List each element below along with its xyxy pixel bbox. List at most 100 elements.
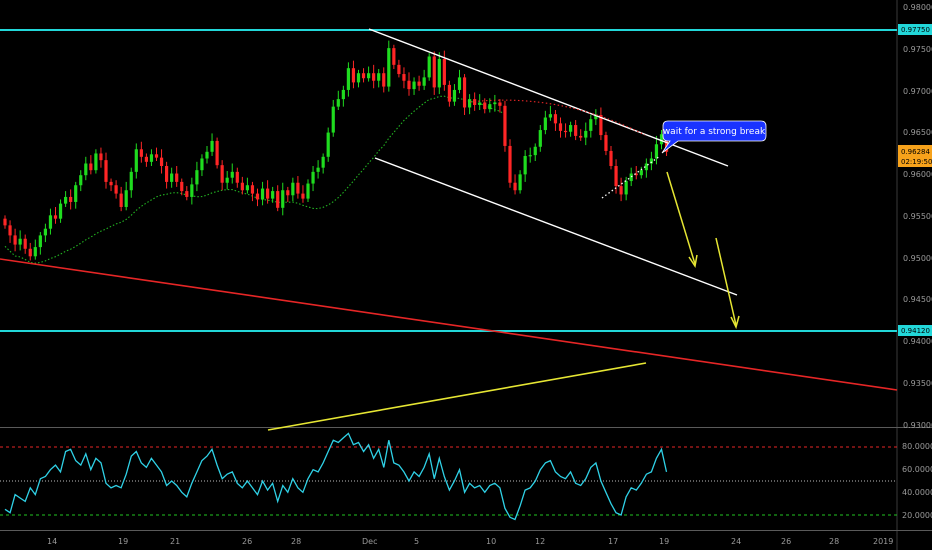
date-label: 26	[242, 537, 252, 546]
candle-body	[563, 130, 568, 133]
candle-body	[609, 150, 613, 167]
candle-body	[23, 238, 27, 249]
rounding-top-curve	[469, 99, 646, 136]
date-label: 12	[535, 537, 545, 546]
candle-body	[139, 149, 143, 157]
candle-body	[382, 73, 386, 87]
channel-lower-line[interactable]	[374, 157, 738, 296]
date-label: 21	[170, 537, 180, 546]
annotation-text: wait for a strong break	[663, 127, 766, 137]
candle-body	[457, 77, 462, 90]
price-tag-text: 0.96284	[901, 148, 930, 156]
date-label: 28	[291, 537, 301, 546]
date-label: 17	[608, 537, 618, 546]
candle-body	[89, 163, 93, 171]
candle-body	[417, 81, 421, 86]
candle-body	[276, 191, 280, 208]
candle-body	[94, 153, 98, 171]
date-label: 14	[47, 537, 57, 546]
countdown-text: 02:19:50	[901, 158, 932, 166]
candle-body	[79, 175, 83, 186]
candle-body	[478, 102, 482, 105]
candle-body	[99, 153, 103, 161]
candle-body	[483, 102, 487, 110]
candle-body	[190, 184, 194, 197]
candle-body	[180, 181, 184, 192]
candle-body	[548, 114, 552, 118]
candle-body	[200, 158, 204, 171]
candle-body	[447, 84, 451, 102]
candle-body	[185, 191, 189, 197]
annotation-callout[interactable]: wait for a strong break	[661, 120, 767, 154]
candle-body	[316, 167, 320, 172]
candle-body	[508, 145, 512, 183]
projection-arrow-2[interactable]	[715, 237, 740, 330]
candle-body	[341, 89, 345, 100]
candle-body	[336, 99, 340, 107]
candle-body	[175, 173, 179, 182]
price-tag-text: 0.97750	[901, 26, 930, 34]
price-tag-current: 0.96284 02:19:50	[898, 145, 932, 167]
candle-body	[64, 196, 68, 204]
candle-body	[558, 123, 563, 131]
candle-body	[599, 115, 603, 136]
candle-body	[452, 89, 457, 102]
rsi-tick: 60.0000	[902, 465, 932, 474]
candle-body	[311, 171, 315, 184]
candle-body	[250, 185, 255, 194]
candle-body	[13, 235, 17, 245]
candle-body	[619, 186, 623, 195]
candle-body	[134, 149, 138, 172]
candle-body	[291, 182, 295, 196]
candle-body	[240, 182, 244, 191]
candle-body	[53, 215, 58, 219]
candle-body	[367, 73, 371, 79]
candle-body	[170, 173, 174, 182]
candle-body	[104, 160, 108, 182]
candle-body	[154, 154, 159, 158]
candle-body	[215, 140, 219, 166]
moving-average-layer	[4, 95, 506, 264]
candle-body	[528, 155, 532, 157]
candle-body	[488, 104, 492, 110]
candle-body	[306, 183, 310, 199]
candle-body	[18, 238, 22, 245]
candle-body	[38, 235, 42, 248]
price-tag-support: 0.94120	[898, 325, 932, 336]
price-tag-text: 0.94120	[901, 327, 930, 335]
candle-body	[351, 68, 356, 83]
rsi-tick: 80.0000	[902, 442, 932, 451]
candle-body	[427, 56, 431, 78]
candle-body	[543, 117, 547, 131]
price-tag-resistance: 0.97750	[898, 24, 932, 35]
date-label: 26	[781, 537, 791, 546]
candle-body	[634, 173, 638, 176]
projection-arrow-1[interactable]	[666, 171, 698, 268]
date-label: Dec	[362, 537, 377, 546]
candle-body	[43, 228, 47, 236]
date-label: 24	[731, 537, 741, 546]
candle-body	[574, 125, 578, 136]
date-label: 10	[486, 537, 496, 546]
candle-body	[74, 185, 78, 202]
candle-body	[579, 135, 583, 138]
candle-body	[260, 188, 265, 200]
candle-body	[321, 156, 325, 168]
candle-body	[412, 81, 416, 90]
candle-body	[281, 190, 285, 208]
candle-body	[286, 190, 290, 196]
candle-body	[569, 125, 573, 132]
candle-body	[397, 64, 401, 75]
yellow-trendline[interactable]	[267, 362, 647, 431]
long-term-trendline[interactable]	[0, 258, 898, 391]
candle-body	[422, 77, 426, 86]
